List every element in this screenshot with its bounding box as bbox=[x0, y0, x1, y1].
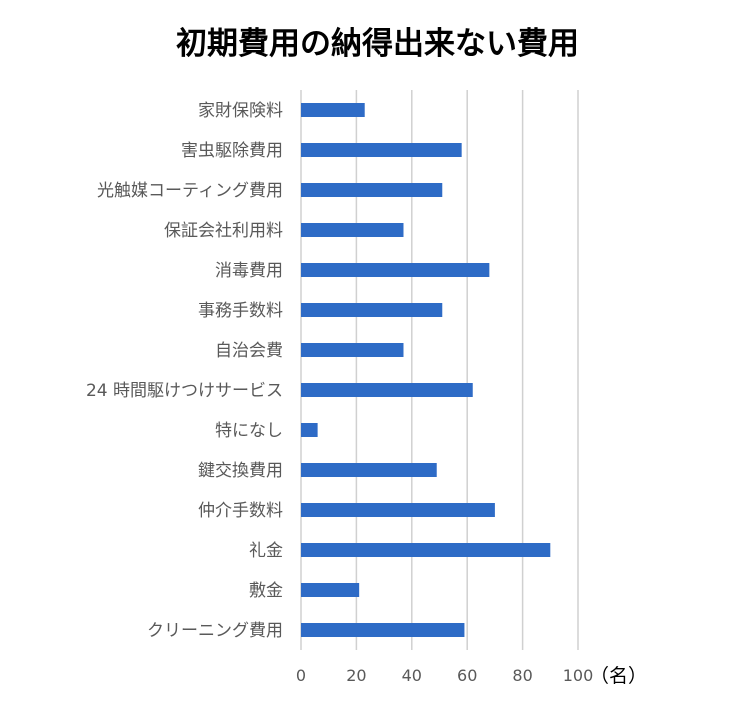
category-label: 害虫駆除費用 bbox=[181, 141, 283, 161]
chart-title: 初期費用の納得出来ない費用 bbox=[176, 26, 579, 62]
category-label: 24 時間駆けつけサービス bbox=[86, 381, 283, 401]
x-tick-labels: 0 20 40 60 80 100 bbox=[296, 666, 593, 685]
category-label: 礼金 bbox=[249, 541, 283, 561]
bar bbox=[301, 303, 443, 317]
category-label: 鍵交換費用 bbox=[198, 461, 283, 481]
category-label: 消毒費用 bbox=[215, 261, 283, 281]
bar bbox=[301, 623, 465, 637]
bar bbox=[301, 543, 551, 557]
bar bbox=[301, 183, 443, 197]
category-label: 保証会社利用料 bbox=[164, 221, 283, 241]
gridlines bbox=[300, 90, 579, 650]
x-tick-label: 80 bbox=[512, 666, 532, 685]
bar bbox=[301, 463, 437, 477]
category-label: クリーニング費用 bbox=[147, 621, 283, 641]
bar bbox=[301, 143, 462, 157]
bar bbox=[301, 103, 365, 117]
x-tick-label: 60 bbox=[457, 666, 477, 685]
bar bbox=[301, 223, 404, 237]
category-label: 特になし bbox=[215, 421, 283, 441]
bars bbox=[301, 103, 551, 637]
bar bbox=[301, 423, 318, 437]
x-tick-label: 100 bbox=[563, 666, 594, 685]
x-tick-label: 40 bbox=[402, 666, 422, 685]
category-label: 自治会費 bbox=[215, 341, 283, 361]
category-labels: 家財保険料害虫駆除費用光触媒コーティング費用保証会社利用料消毒費用事務手数料自治… bbox=[86, 101, 283, 641]
bar bbox=[301, 263, 490, 277]
x-unit-label: （名） bbox=[590, 665, 647, 687]
x-tick-label: 0 bbox=[296, 666, 306, 685]
category-label: 家財保険料 bbox=[198, 101, 283, 121]
bar bbox=[301, 503, 495, 517]
x-tick-label: 20 bbox=[346, 666, 366, 685]
category-label: 敷金 bbox=[249, 581, 283, 601]
bar bbox=[301, 383, 473, 397]
bar bbox=[301, 343, 404, 357]
bar bbox=[301, 583, 360, 597]
category-label: 光触媒コーティング費用 bbox=[97, 181, 283, 201]
category-label: 事務手数料 bbox=[198, 301, 283, 321]
category-label: 仲介手数料 bbox=[198, 501, 283, 521]
